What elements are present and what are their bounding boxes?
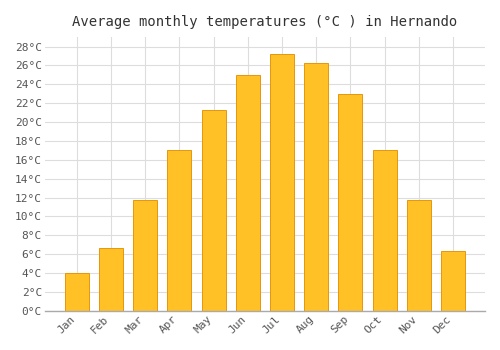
Bar (372, 150, 396, 311)
Title: Average monthly temperatures (°C ) in Hernando: Average monthly temperatures (°C ) in He… (72, 15, 458, 29)
Bar (304, 63, 328, 311)
Bar (99, 247, 123, 311)
Bar (65, 273, 88, 311)
Bar (338, 94, 362, 311)
Bar (270, 54, 294, 311)
Bar (202, 110, 226, 311)
Bar (407, 201, 431, 311)
Bar (168, 150, 192, 311)
Bar (441, 251, 465, 311)
Bar (236, 75, 260, 311)
Bar (133, 201, 157, 311)
